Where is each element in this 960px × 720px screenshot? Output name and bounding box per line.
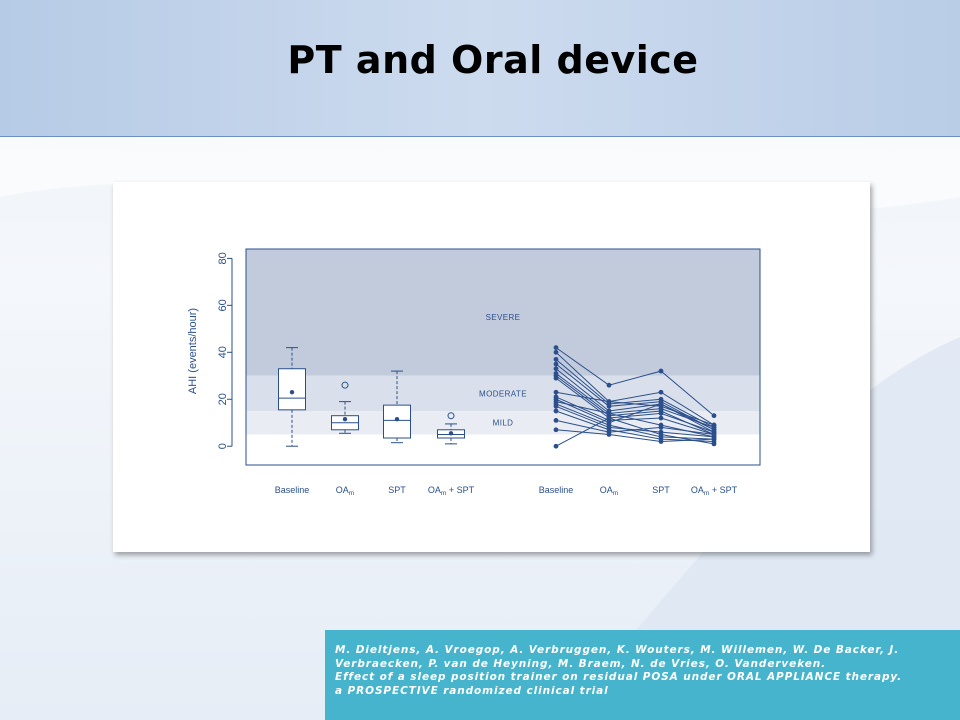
patient-point — [553, 427, 559, 433]
box-iqr — [383, 404, 411, 439]
band-mild — [246, 411, 760, 435]
patient-point — [553, 403, 559, 409]
patient-point — [553, 375, 559, 381]
boxplot-0 — [278, 347, 306, 447]
box-iqr — [278, 368, 306, 411]
y-axis-label: AHI (events/hour) — [187, 308, 199, 394]
band-moderate — [246, 375, 760, 411]
patient-point — [553, 417, 559, 423]
outlier-point — [341, 381, 349, 389]
patient-point — [553, 389, 559, 395]
patient-point — [711, 436, 717, 442]
y-tick-label-0: 0 — [217, 443, 229, 449]
citation-title: Effect of a sleep position trainer on re… — [335, 671, 903, 684]
patient-line — [555, 417, 715, 447]
patient-point — [658, 410, 664, 416]
patient-point — [553, 349, 559, 355]
band-label-mild: MILD — [493, 419, 514, 428]
box-mean-point — [394, 417, 400, 422]
citation-authors-line-1: M. Dieltjens, A. Vroegop, A. Verbruggen,… — [335, 644, 900, 656]
outlier-point — [447, 412, 455, 420]
patient-point — [711, 413, 717, 419]
band-label-moderate: MODERATE — [479, 389, 527, 398]
boxplot-3 — [437, 412, 465, 445]
box-category-label-1: OAm — [336, 485, 354, 497]
patient-point — [711, 441, 717, 447]
patient-series-17 — [553, 415, 717, 449]
y-tick-label-60: 60 — [217, 299, 229, 311]
patient-point — [658, 401, 664, 407]
patient-line — [555, 398, 715, 431]
patient-point — [711, 422, 717, 428]
patient-point — [606, 410, 612, 416]
patient-point — [606, 415, 612, 421]
patient-point — [658, 432, 664, 437]
y-tick-label-40: 40 — [217, 346, 229, 358]
y-tick-label-20: 20 — [217, 393, 229, 405]
box-category-label-0: Baseline — [275, 485, 310, 495]
patient-series-8 — [553, 389, 717, 428]
patient-point — [553, 356, 559, 362]
slide-header: PT and Oral device — [0, 0, 960, 137]
line-category-label-1: OAm — [600, 485, 618, 497]
patient-line — [555, 391, 715, 426]
plot-frame — [245, 248, 761, 466]
figure-card: 0 20 40 60 80 AHI (events/hour) SEVERE MODERAT… — [113, 182, 870, 552]
patient-point — [658, 425, 664, 430]
box-category-label-2: SPT — [388, 485, 406, 495]
patient-point — [553, 408, 559, 414]
patient-line — [555, 419, 715, 435]
patient-point — [606, 432, 612, 437]
patient-point — [658, 368, 664, 374]
line-category-label-3: OAm + SPT — [691, 485, 738, 497]
citation-authors-line-2: Verbraecken, P. van de Heyning, M. Braem… — [335, 657, 826, 670]
box-category-label-3: OAm + SPT — [428, 485, 475, 497]
ahi-chart: 0 20 40 60 80 AHI (events/hour) SEVERE MODERAT… — [187, 248, 761, 497]
patient-point — [553, 361, 559, 367]
patient-line — [555, 377, 715, 433]
boxplot-1 — [331, 381, 359, 434]
patient-point — [658, 415, 664, 421]
box-mean-point — [342, 417, 348, 422]
patient-point — [553, 345, 559, 351]
patient-point — [711, 432, 717, 437]
patient-point — [658, 439, 664, 444]
patient-line — [555, 373, 715, 428]
band-label-severe: SEVERE — [486, 313, 521, 322]
patient-point — [606, 403, 612, 409]
patient-line — [555, 403, 715, 440]
citation-box: M. Dieltjens, A. Vroegop, A. Verbruggen,… — [325, 630, 960, 720]
patient-line — [555, 351, 715, 426]
boxplot-2 — [383, 370, 411, 444]
patient-point — [553, 443, 559, 449]
band-severe — [246, 249, 760, 376]
patient-line — [555, 358, 715, 428]
y-tick-label-80: 80 — [217, 252, 229, 264]
box-mean-point — [448, 431, 454, 436]
box-mean-point — [289, 390, 295, 395]
patient-line — [555, 347, 715, 417]
patient-point — [658, 389, 664, 395]
patient-series-0 — [553, 345, 717, 419]
line-category-label-2: SPT — [652, 485, 670, 495]
patient-point — [606, 382, 612, 388]
patient-point — [711, 427, 717, 433]
patient-point — [553, 366, 559, 372]
patient-point — [606, 399, 612, 405]
slide-title: PT and Oral device — [287, 38, 699, 82]
line-category-label-0: Baseline — [539, 485, 574, 495]
citation-subtitle: a PROSPECTIVE randomized clinical trial — [335, 684, 609, 697]
